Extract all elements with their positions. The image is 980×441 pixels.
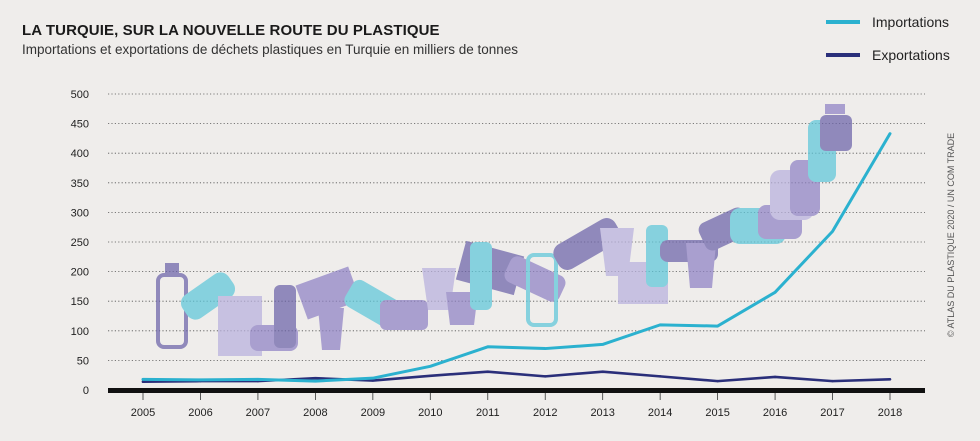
legend-label-imports: Importations xyxy=(872,14,950,30)
importations-point xyxy=(773,291,777,294)
y-tick-label: 500 xyxy=(71,89,89,101)
x-tick-label: 2017 xyxy=(820,407,844,419)
y-tick-label: 350 xyxy=(71,178,89,190)
bottle-icon xyxy=(504,256,566,302)
y-tick-label: 200 xyxy=(71,267,89,279)
exportations-point xyxy=(601,370,604,373)
x-tick-label: 2010 xyxy=(418,407,442,419)
exportations-point xyxy=(544,375,547,378)
plastic-waste-illustration xyxy=(156,104,852,356)
y-tick-label: 450 xyxy=(71,119,89,131)
x-tick-label: 2005 xyxy=(131,407,155,419)
importations-point xyxy=(486,345,489,348)
importations-point xyxy=(256,378,260,381)
importations-point xyxy=(716,324,719,328)
x-tick-label: 2007 xyxy=(246,407,270,419)
x-tick-label: 2015 xyxy=(705,407,729,419)
x-tick-label: 2006 xyxy=(188,407,212,419)
bottle-icon xyxy=(526,253,558,327)
legend-label-exports: Exportations xyxy=(872,47,950,63)
y-tick-label: 0 xyxy=(83,385,89,397)
exportations-point xyxy=(773,375,777,379)
y-tick-label: 300 xyxy=(71,207,89,219)
bottle-icon xyxy=(180,272,236,320)
box-icon xyxy=(295,266,361,320)
y-tick-label: 400 xyxy=(71,148,89,160)
legend-swatch-imports xyxy=(826,20,860,24)
exportations-point xyxy=(831,379,834,383)
x-tick-label: 2018 xyxy=(878,407,902,419)
y-axis-labels: 0 50 100 150 200 250 300 350 400 450 500 xyxy=(71,89,89,397)
can-icon xyxy=(380,300,428,330)
importations-point xyxy=(601,343,604,346)
bottle-cap-icon xyxy=(165,263,179,275)
bottle-icon xyxy=(274,285,296,348)
importations-point xyxy=(658,323,662,327)
importations-point xyxy=(141,378,145,381)
x-axis-baseline xyxy=(108,388,925,393)
exportations-point xyxy=(716,379,719,383)
exportations-point xyxy=(314,376,317,380)
importations-point xyxy=(314,379,317,383)
importations-point xyxy=(429,365,432,368)
bottle-icon xyxy=(470,242,492,310)
y-tick-label: 50 xyxy=(77,355,89,367)
y-tick-label: 150 xyxy=(71,296,89,308)
x-tick-label: 2009 xyxy=(361,407,385,419)
x-tick-label: 2014 xyxy=(648,407,672,419)
importations-point xyxy=(371,376,375,380)
x-tick-label: 2013 xyxy=(590,407,614,419)
series-lines xyxy=(141,132,892,384)
yogurt-cup-icon xyxy=(820,115,852,151)
lid-icon xyxy=(825,104,845,114)
exportations-point xyxy=(141,380,145,383)
cup-icon xyxy=(686,243,716,288)
x-tick-label: 2011 xyxy=(476,407,500,419)
cup-icon xyxy=(318,308,344,350)
legend-item-imports: Importations xyxy=(826,14,949,30)
legend-swatch-exports xyxy=(826,53,860,57)
importations-point xyxy=(544,347,547,350)
legend-item-exports: Exportations xyxy=(826,47,950,63)
x-tick-label: 2012 xyxy=(533,407,557,419)
x-axis-labels: 2005 2006 2007 2008 2009 2010 2011 2012 2013 2014… xyxy=(131,393,902,419)
exportations-point xyxy=(658,375,662,378)
exportations-point xyxy=(429,374,432,377)
bottle-icon xyxy=(156,273,188,349)
y-tick-label: 100 xyxy=(71,326,89,338)
x-tick-label: 2016 xyxy=(763,407,787,419)
exportations-point xyxy=(888,378,892,381)
x-tick-label: 2008 xyxy=(303,407,327,419)
importations-line xyxy=(141,132,892,383)
exportations-point xyxy=(371,379,375,382)
y-tick-label: 250 xyxy=(71,237,89,249)
importations-point xyxy=(199,378,202,382)
bottle-icon xyxy=(646,225,668,287)
chart-subtitle: Importations et exportations de déchets … xyxy=(22,42,519,57)
gridlines xyxy=(108,93,925,393)
importations-point xyxy=(831,230,834,233)
chart-title: LA TURQUIE, SUR LA NOUVELLE ROUTE DU PLA… xyxy=(22,22,440,39)
importations-point xyxy=(888,132,892,135)
exportations-point xyxy=(486,370,489,373)
